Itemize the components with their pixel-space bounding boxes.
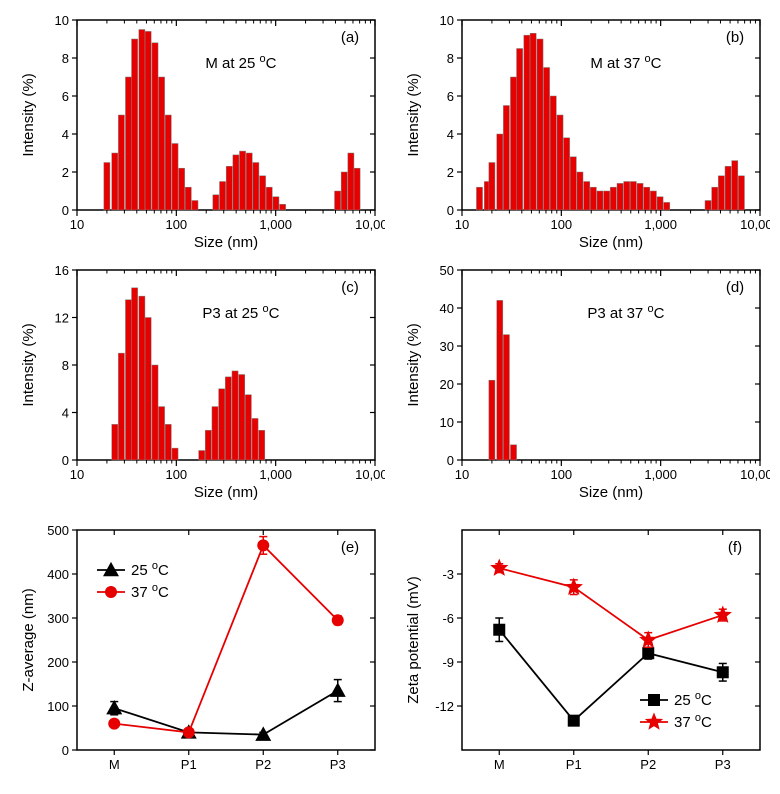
svg-text:-9: -9 [442, 655, 454, 670]
svg-text:0: 0 [447, 203, 454, 218]
svg-text:4: 4 [62, 406, 69, 421]
panel-c: 10 100 1,000 10,000 0 4 8 12 16 Size (nm) Intensit… [15, 260, 385, 505]
svg-text:10,000: 10,000 [355, 467, 385, 482]
svg-text:10,000: 10,000 [740, 467, 770, 482]
svg-text:Size (nm): Size (nm) [194, 234, 258, 251]
svg-text:(b): (b) [726, 29, 744, 46]
svg-text:10: 10 [440, 13, 454, 28]
svg-text:50: 50 [440, 263, 454, 278]
svg-text:M: M [109, 757, 120, 772]
svg-text:1,000: 1,000 [644, 467, 677, 482]
svg-text:8: 8 [62, 358, 69, 373]
panel-b: 10 100 1,000 10,000 0 2 4 6 8 10 Size (nm) Intensit… [400, 10, 770, 255]
svg-text:10,000: 10,000 [355, 217, 385, 232]
svg-text:100: 100 [165, 217, 187, 232]
svg-text:M at 37 oC: M at 37 oC [590, 53, 661, 72]
svg-text:P3 at 25 oC: P3 at 25 oC [202, 303, 279, 322]
svg-text:100: 100 [550, 467, 572, 482]
svg-text:-12: -12 [435, 699, 454, 714]
svg-text:6: 6 [62, 89, 69, 104]
svg-text:10: 10 [70, 467, 84, 482]
svg-text:Intensity (%): Intensity (%) [20, 323, 37, 406]
svg-text:P1: P1 [181, 757, 197, 772]
svg-text:P3: P3 [715, 757, 731, 772]
svg-text:P3: P3 [330, 757, 346, 772]
svg-text:16: 16 [55, 263, 69, 278]
svg-text:4: 4 [447, 127, 454, 142]
svg-text:0: 0 [62, 203, 69, 218]
svg-text:500: 500 [47, 523, 69, 538]
svg-text:12: 12 [55, 311, 69, 326]
svg-text:Size (nm): Size (nm) [579, 484, 643, 501]
panel-a: 10 100 1,000 10,000 0 2 4 6 8 10 Size (nm) Intensit… [15, 10, 385, 255]
svg-text:P1: P1 [566, 757, 582, 772]
svg-text:10: 10 [55, 13, 69, 28]
svg-text:P2: P2 [640, 757, 656, 772]
svg-text:1,000: 1,000 [259, 217, 292, 232]
svg-text:6: 6 [447, 89, 454, 104]
figure: 101001,00010,0000246810Size (nm)Intensit… [0, 0, 780, 794]
svg-text:Intensity (%): Intensity (%) [405, 73, 422, 156]
svg-text:10: 10 [455, 467, 469, 482]
svg-text:10: 10 [440, 415, 454, 430]
svg-text:4: 4 [62, 127, 69, 142]
svg-text:0: 0 [62, 743, 69, 758]
svg-text:(e): (e) [341, 539, 359, 556]
svg-text:100: 100 [165, 467, 187, 482]
svg-text:-3: -3 [442, 567, 454, 582]
svg-text:Size (nm): Size (nm) [579, 234, 643, 251]
svg-text:1,000: 1,000 [259, 467, 292, 482]
svg-text:Zeta potential (mV): Zeta potential (mV) [405, 576, 422, 704]
svg-text:0: 0 [62, 453, 69, 468]
svg-text:M at 25 oC: M at 25 oC [205, 53, 276, 72]
svg-text:20: 20 [440, 377, 454, 392]
svg-text:Intensity (%): Intensity (%) [405, 323, 422, 406]
svg-text:Z-average (nm): Z-average (nm) [20, 588, 37, 691]
svg-text:2: 2 [62, 165, 69, 180]
svg-text:100: 100 [47, 699, 69, 714]
svg-text:M: M [494, 757, 505, 772]
svg-text:37 oC: 37 oC [131, 582, 169, 601]
svg-text:0: 0 [447, 453, 454, 468]
svg-text:Intensity (%): Intensity (%) [20, 73, 37, 156]
svg-text:(a): (a) [341, 29, 359, 46]
svg-text:200: 200 [47, 655, 69, 670]
svg-text:400: 400 [47, 567, 69, 582]
svg-text:1,000: 1,000 [644, 217, 677, 232]
panel-d: 101001,00010,00001020304050Size (nm)Inte… [400, 260, 770, 505]
svg-text:-6: -6 [442, 611, 454, 626]
svg-text:2: 2 [447, 165, 454, 180]
svg-text:8: 8 [62, 51, 69, 66]
svg-text:25 oC: 25 oC [674, 690, 712, 709]
svg-text:10: 10 [70, 217, 84, 232]
svg-text:8: 8 [447, 51, 454, 66]
svg-text:(c): (c) [341, 279, 359, 296]
svg-text:10,000: 10,000 [740, 217, 770, 232]
panel-e: M P1 P2 P3 0 100 200 300 400 500 Z-average (nm) (e)… [15, 520, 385, 785]
svg-text:P3 at 37 oC: P3 at 37 oC [587, 303, 664, 322]
svg-text:300: 300 [47, 611, 69, 626]
svg-text:30: 30 [440, 339, 454, 354]
svg-text:37 oC: 37 oC [674, 712, 712, 731]
svg-text:25 oC: 25 oC [131, 560, 169, 579]
panel-f: M P1 P2 P3 -12 -9 -6 -3 Zeta potential (mV) (f) 25… [400, 520, 770, 785]
svg-text:100: 100 [550, 217, 572, 232]
svg-text:40: 40 [440, 301, 454, 316]
svg-text:(d): (d) [726, 279, 744, 296]
svg-text:Size (nm): Size (nm) [194, 484, 258, 501]
svg-text:(f): (f) [728, 539, 742, 556]
svg-text:10: 10 [455, 217, 469, 232]
svg-text:P2: P2 [255, 757, 271, 772]
